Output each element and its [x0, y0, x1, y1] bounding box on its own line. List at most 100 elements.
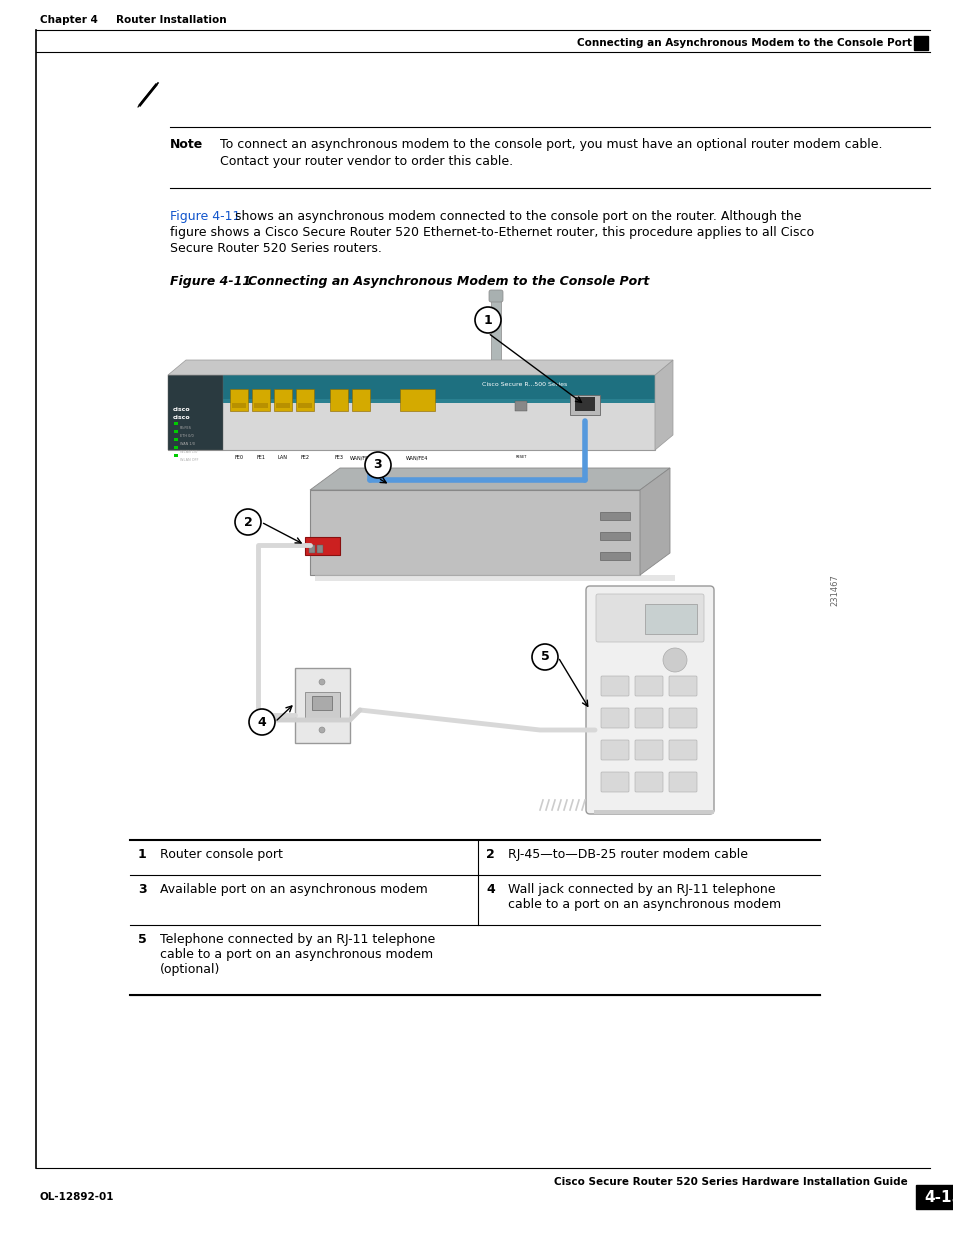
- Bar: [399, 389, 435, 411]
- Bar: [275, 403, 290, 408]
- Text: cable to a port on an asynchronous modem: cable to a port on an asynchronous modem: [507, 898, 781, 911]
- Bar: [230, 389, 248, 411]
- Text: RJ-45—to—DB-25 router modem cable: RJ-45—to—DB-25 router modem cable: [507, 848, 747, 861]
- Text: 4: 4: [485, 883, 495, 897]
- Bar: [330, 389, 348, 411]
- Text: Cisco Secure R...500 Series: Cisco Secure R...500 Series: [482, 383, 567, 388]
- Text: FE2: FE2: [300, 454, 309, 459]
- Bar: [312, 697, 332, 710]
- Text: Telephone connected by an RJ-11 telephone: Telephone connected by an RJ-11 telephon…: [160, 932, 435, 946]
- Bar: [491, 296, 500, 359]
- Bar: [168, 375, 223, 450]
- FancyBboxPatch shape: [600, 772, 628, 792]
- Bar: [297, 403, 312, 408]
- Circle shape: [532, 643, 558, 671]
- Bar: [168, 375, 655, 403]
- Circle shape: [475, 308, 500, 333]
- Bar: [173, 422, 178, 425]
- Text: 3: 3: [374, 458, 382, 472]
- Bar: [305, 692, 339, 720]
- Bar: [294, 668, 350, 743]
- Text: Contact your router vendor to order this cable.: Contact your router vendor to order this…: [220, 156, 513, 168]
- Text: figure shows a Cisco Secure Router 520 Ethernet-to-Ethernet router, this procedu: figure shows a Cisco Secure Router 520 E…: [170, 226, 813, 240]
- Bar: [599, 513, 629, 520]
- Text: 231467: 231467: [829, 574, 838, 606]
- Text: FE1: FE1: [256, 454, 265, 459]
- FancyBboxPatch shape: [668, 708, 697, 727]
- Bar: [274, 389, 292, 411]
- FancyBboxPatch shape: [600, 740, 628, 760]
- Bar: [168, 375, 655, 450]
- Bar: [295, 389, 314, 411]
- Text: cable to a port on an asynchronous modem: cable to a port on an asynchronous modem: [160, 948, 433, 961]
- Text: Figure 4-11: Figure 4-11: [170, 275, 251, 288]
- Bar: [644, 604, 697, 634]
- Text: WAN 1/0: WAN 1/0: [180, 442, 194, 446]
- Text: OL-12892-01: OL-12892-01: [40, 1192, 114, 1202]
- FancyBboxPatch shape: [635, 676, 662, 697]
- Bar: [515, 401, 526, 411]
- FancyBboxPatch shape: [668, 772, 697, 792]
- Text: Note: Note: [170, 138, 203, 152]
- Text: 5: 5: [540, 651, 549, 663]
- Polygon shape: [168, 359, 672, 375]
- Text: FE0: FE0: [234, 454, 243, 459]
- Bar: [173, 438, 178, 441]
- Text: LAN: LAN: [277, 454, 288, 459]
- Circle shape: [662, 648, 686, 672]
- Text: Figure 4-11: Figure 4-11: [170, 210, 240, 224]
- Text: To connect an asynchronous modem to the console port, you must have an optional : To connect an asynchronous modem to the …: [220, 138, 882, 151]
- Text: cisco: cisco: [172, 408, 191, 412]
- Text: 3: 3: [138, 883, 147, 897]
- FancyBboxPatch shape: [668, 740, 697, 760]
- Text: 5: 5: [138, 932, 147, 946]
- Polygon shape: [310, 468, 669, 490]
- Bar: [316, 545, 323, 553]
- Bar: [309, 545, 314, 553]
- Text: Secure Router 520 Series routers.: Secure Router 520 Series routers.: [170, 242, 381, 254]
- Circle shape: [318, 727, 325, 734]
- Bar: [168, 399, 655, 403]
- Bar: [252, 389, 270, 411]
- Bar: [352, 389, 370, 411]
- Bar: [173, 454, 178, 457]
- Text: 4-15: 4-15: [923, 1189, 953, 1204]
- Bar: [253, 403, 268, 408]
- Bar: [569, 395, 599, 415]
- Text: Wall jack connected by an RJ-11 telephone: Wall jack connected by an RJ-11 telephon…: [507, 883, 775, 897]
- Bar: [915, 1186, 953, 1209]
- Bar: [599, 532, 629, 540]
- Bar: [575, 396, 595, 411]
- Circle shape: [234, 509, 261, 535]
- Text: 2: 2: [485, 848, 495, 861]
- Text: Available port on an asynchronous modem: Available port on an asynchronous modem: [160, 883, 427, 897]
- Text: FE3: FE3: [335, 454, 343, 459]
- FancyBboxPatch shape: [585, 585, 713, 814]
- Bar: [913, 36, 927, 49]
- Text: (optional): (optional): [160, 963, 220, 976]
- Text: Router console port: Router console port: [160, 848, 283, 861]
- Text: RESET: RESET: [515, 454, 526, 459]
- Text: Connecting an Asynchronous Modem to the Console Port: Connecting an Asynchronous Modem to the …: [577, 38, 911, 48]
- Text: 2: 2: [243, 515, 253, 529]
- Text: WAN/FE4: WAN/FE4: [350, 454, 372, 459]
- Circle shape: [249, 709, 274, 735]
- FancyBboxPatch shape: [635, 772, 662, 792]
- Bar: [314, 576, 675, 580]
- Text: 1: 1: [138, 848, 147, 861]
- Text: 4: 4: [257, 715, 266, 729]
- Text: Connecting an Asynchronous Modem to the Console Port: Connecting an Asynchronous Modem to the …: [248, 275, 649, 288]
- Bar: [310, 490, 639, 576]
- Text: FE/FES: FE/FES: [180, 426, 192, 430]
- Circle shape: [318, 679, 325, 685]
- Bar: [599, 552, 629, 559]
- Bar: [173, 446, 178, 450]
- Text: WLAN 1/0: WLAN 1/0: [180, 450, 197, 454]
- Text: WAN/FE4: WAN/FE4: [405, 454, 428, 459]
- Text: ETH 0/0: ETH 0/0: [180, 433, 193, 438]
- Bar: [594, 810, 713, 814]
- FancyBboxPatch shape: [635, 708, 662, 727]
- Text: 1: 1: [483, 314, 492, 326]
- Polygon shape: [639, 468, 669, 576]
- FancyBboxPatch shape: [489, 290, 502, 303]
